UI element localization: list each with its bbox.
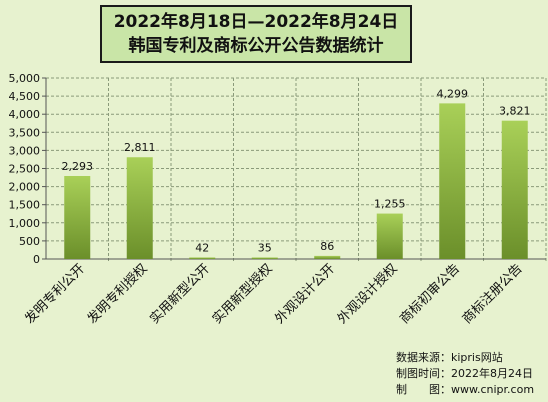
y-tick-label: 1,500 bbox=[9, 199, 41, 212]
bar bbox=[251, 257, 278, 259]
category-label: 外观设计公开 bbox=[272, 261, 338, 327]
data-label: 2,293 bbox=[62, 160, 94, 173]
bar bbox=[189, 257, 216, 259]
data-label: 2,811 bbox=[124, 141, 156, 154]
y-tick-label: 2,500 bbox=[9, 163, 41, 176]
category-label: 商标初审公告 bbox=[397, 261, 463, 327]
title-line-1: 2022年8月18日—2022年8月24日 bbox=[113, 12, 399, 32]
source-box: 数据来源：kipris网站 制图时间：2022年8月24日 制 图：www.cn… bbox=[396, 350, 542, 398]
category-label: 实用新型公开 bbox=[147, 261, 213, 327]
y-tick-label: 2,000 bbox=[9, 181, 41, 194]
category-label: 商标注册公告 bbox=[460, 261, 526, 327]
y-tick-label: 1,000 bbox=[9, 217, 41, 230]
y-tick-label: 500 bbox=[19, 235, 40, 248]
bar bbox=[439, 103, 466, 260]
y-tick-label: 3,000 bbox=[9, 144, 41, 157]
y-tick-label: 5,000 bbox=[9, 72, 41, 85]
data-label: 42 bbox=[195, 241, 209, 254]
source-line-3: 制 图：www.cnipr.com bbox=[396, 383, 535, 396]
data-label: 4,299 bbox=[437, 87, 469, 100]
title-box: 2022年8月18日—2022年8月24日 韩国专利及商标公开公告数据统计 bbox=[100, 5, 412, 63]
data-label: 86 bbox=[320, 240, 334, 253]
category-label: 实用新型授权 bbox=[209, 261, 275, 327]
bar bbox=[501, 120, 528, 259]
source-line-1: 数据来源：kipris网站 bbox=[396, 351, 503, 364]
category-label: 发明专利公开 bbox=[22, 261, 88, 327]
data-label: 35 bbox=[258, 242, 272, 255]
y-tick-label: 0 bbox=[33, 253, 40, 266]
bar bbox=[314, 255, 341, 259]
data-label: 1,255 bbox=[374, 198, 406, 211]
category-label: 外观设计授权 bbox=[334, 261, 400, 327]
bars-layer bbox=[64, 103, 528, 260]
y-tick-label: 3,500 bbox=[9, 126, 41, 139]
grid-layer bbox=[45, 77, 547, 263]
title-line-2: 韩国专利及商标公开公告数据统计 bbox=[128, 36, 384, 56]
data-label: 3,821 bbox=[499, 105, 531, 118]
bar bbox=[376, 213, 403, 259]
bar bbox=[126, 157, 153, 259]
bar bbox=[64, 175, 91, 259]
axis-layer: 0 500 1,000 1,500 2,000 2,500 3,000 3,500 4,000 4… bbox=[9, 72, 546, 266]
source-line-2: 制图时间：2022年8月24日 bbox=[396, 367, 533, 380]
y-tick-label: 4,500 bbox=[9, 90, 41, 103]
y-tick-label: 4,000 bbox=[9, 108, 41, 121]
category-label: 发明专利授权 bbox=[84, 261, 150, 327]
